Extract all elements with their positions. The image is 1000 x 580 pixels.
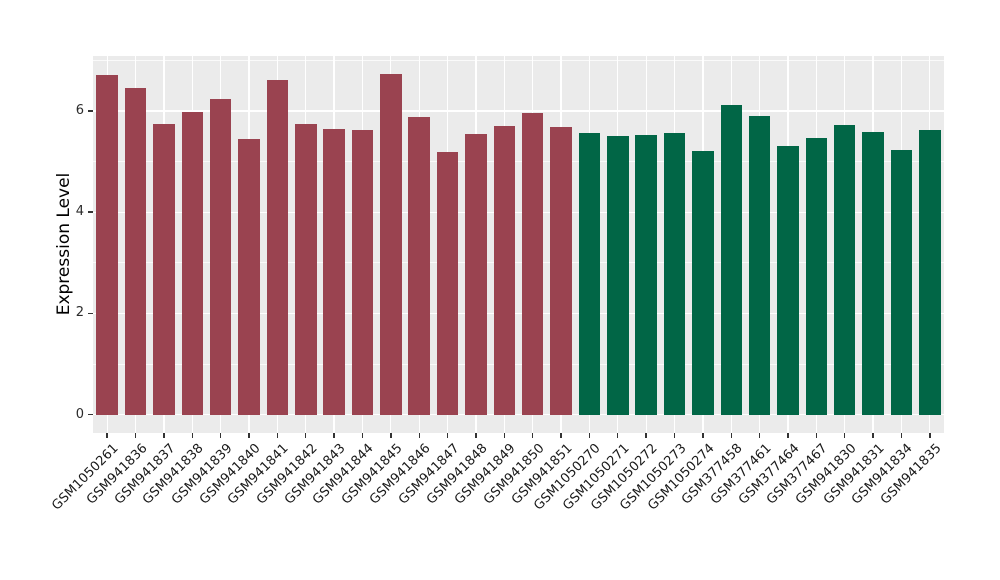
x-tick-mark: [531, 433, 534, 438]
bar-GSM1050272: [635, 134, 657, 415]
y-tick-label: 2: [75, 305, 84, 321]
bar-GSM941850: [521, 112, 544, 415]
bar-GSM941846: [408, 116, 430, 415]
bar-GSM941844: [351, 130, 374, 415]
y-tick-label: 4: [75, 204, 84, 220]
bar-GSM941836: [124, 87, 147, 415]
bar-GSM1050273: [663, 133, 686, 415]
x-tick-mark: [844, 433, 846, 438]
y-axis-title: Expression Level: [54, 172, 74, 316]
x-tick-mark: [191, 433, 193, 438]
x-tick-mark: [815, 433, 818, 438]
x-tick-mark: [276, 433, 279, 438]
bar-GSM1050271: [607, 135, 629, 415]
bar-GSM941831: [862, 132, 884, 415]
bar-GSM941849: [493, 126, 516, 415]
x-tick-mark: [758, 433, 761, 438]
x-tick-mark: [134, 433, 137, 438]
bar-GSM941843: [323, 128, 345, 415]
x-tick-mark: [588, 433, 591, 438]
bar-GSM941830: [833, 124, 856, 415]
x-tick-mark: [702, 433, 704, 438]
x-tick-mark: [560, 433, 562, 438]
plot-panel: [93, 56, 944, 433]
y-tick-label: 0: [75, 406, 84, 422]
x-tick-mark: [106, 433, 108, 438]
x-tick-mark: [730, 433, 732, 438]
x-tick-mark: [503, 433, 505, 438]
x-tick-mark: [645, 433, 647, 438]
x-tick-mark: [390, 433, 392, 438]
gridline-major-y4: [93, 211, 944, 213]
gridline-major-y2: [93, 312, 944, 315]
bar-GSM941848: [465, 133, 487, 415]
bar-GSM941839: [209, 98, 232, 415]
bar-GSM941840: [238, 139, 260, 415]
x-tick-mark: [929, 433, 931, 438]
y-tick-mark: [88, 110, 93, 112]
bar-GSM941841: [266, 80, 289, 415]
gridline-major-y6: [93, 110, 944, 112]
bar-GSM941842: [295, 123, 317, 415]
bar-GSM377458: [720, 105, 742, 415]
x-tick-mark: [333, 433, 335, 438]
y-tick-label: 6: [75, 103, 84, 119]
x-tick-mark: [361, 433, 364, 438]
y-tick-mark: [88, 413, 93, 416]
x-tick-mark: [787, 433, 789, 438]
x-tick-mark: [219, 433, 222, 438]
bar-GSM1050274: [692, 150, 714, 415]
x-tick-mark: [900, 433, 903, 438]
bar-GSM377461: [748, 115, 771, 415]
x-tick-mark: [872, 433, 874, 438]
bar-GSM377464: [777, 145, 799, 415]
gridline-major-y0: [93, 413, 944, 416]
x-tick-mark: [305, 433, 307, 438]
bar-GSM941847: [436, 152, 459, 415]
bar-GSM941835: [919, 130, 941, 415]
x-tick-mark: [617, 433, 619, 438]
bar-GSM1050261: [96, 75, 118, 415]
x-tick-mark: [475, 433, 477, 438]
x-tick-mark: [248, 433, 250, 438]
bar-GSM941834: [890, 149, 913, 415]
bar-GSM941838: [181, 112, 204, 415]
bar-GSM377467: [805, 137, 828, 415]
bar-GSM941845: [380, 74, 402, 415]
gridline-minor-y7: [93, 60, 944, 61]
y-tick-mark: [88, 211, 93, 213]
gridline-minor-y1: [93, 363, 944, 365]
x-tick-mark: [446, 433, 449, 438]
gridline-minor-y3: [93, 262, 944, 264]
gridline-minor-y5: [93, 161, 944, 162]
x-tick-mark: [163, 433, 165, 438]
bar-GSM1050270: [578, 132, 601, 415]
bar-GSM941851: [550, 126, 572, 415]
y-tick-mark: [88, 312, 93, 315]
bar-GSM941837: [153, 123, 175, 415]
x-tick-mark: [418, 433, 420, 438]
x-tick-mark: [673, 433, 676, 438]
